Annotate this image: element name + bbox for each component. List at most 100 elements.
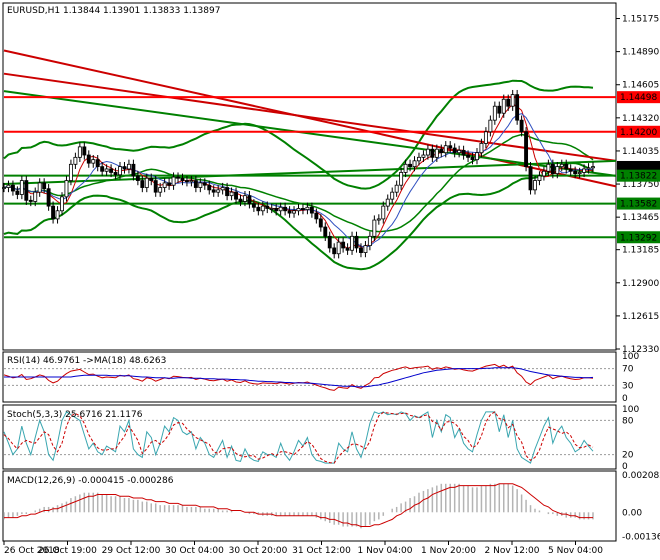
price-label-text: 1.14200 [620, 128, 657, 138]
candle-body [86, 154, 91, 164]
candle-body [73, 156, 78, 165]
price-panel-title: EURUSD,H1 1.13844 1.13901 1.13833 1.1389… [7, 6, 220, 16]
candle-body [243, 195, 247, 202]
candle-body [439, 148, 444, 154]
candle-body [546, 163, 551, 172]
price-tick-label: 1.14035 [622, 147, 659, 157]
candle-body [412, 160, 417, 168]
price-label-box [617, 91, 660, 104]
x-tick-label: 31 Oct 12:00 [292, 546, 351, 556]
candle-body [24, 180, 29, 201]
candle-body [46, 188, 51, 207]
candle-body [122, 166, 127, 170]
candle-body [91, 159, 96, 164]
macd-layer [3, 483, 594, 529]
candle-body [555, 166, 560, 174]
candle-body [274, 208, 279, 212]
candle-body [510, 94, 515, 107]
candle-body [225, 187, 230, 197]
candle-body [100, 166, 105, 172]
candle-body [470, 156, 475, 161]
candle-body [140, 180, 145, 188]
price-label-box [617, 231, 660, 244]
candle-body [131, 163, 136, 177]
candle-body [113, 172, 118, 176]
price-layer [2, 49, 617, 271]
candle-body [95, 159, 100, 168]
candle-body [332, 247, 337, 255]
candle-body [309, 206, 314, 214]
candle-body [425, 148, 430, 156]
x-tick-label: 1 Nov 04:00 [358, 546, 413, 556]
x-tick-label: 26 Oct 19:00 [38, 546, 97, 556]
candle-body [176, 176, 180, 179]
candle-body [202, 182, 207, 186]
rsi-panel-title: RSI(14) 46.9761 ->MA(18) 48.6263 [7, 356, 166, 366]
price-tick-label: 1.12615 [622, 312, 659, 322]
lower-band [3, 161, 594, 271]
candle-body [42, 182, 47, 190]
price-label-text: 1.13897 [620, 163, 657, 173]
price-tick-label: 1.13750 [622, 180, 659, 190]
candle-body [515, 94, 520, 121]
candle-body [247, 195, 252, 205]
candle-body [28, 199, 33, 202]
candle-body [51, 205, 56, 220]
candle-body [269, 208, 274, 210]
candle-body [350, 235, 354, 251]
trend-line-3 [3, 159, 617, 186]
candle-body [216, 189, 221, 193]
price-tick-label: 1.13185 [622, 246, 659, 256]
candle-body [381, 205, 386, 220]
candle-body [33, 191, 38, 202]
candle-body [479, 142, 484, 154]
candle-body [314, 212, 319, 220]
candle-body [60, 196, 64, 212]
stoch-tick-label: 0 [622, 462, 628, 472]
candle-body [452, 147, 457, 154]
candle-body [211, 189, 216, 193]
stoch-tick-label: 20 [622, 451, 634, 461]
candle-body [336, 241, 341, 255]
candle-body [265, 205, 270, 209]
candle-body [153, 180, 158, 193]
price-tick-label: 1.15175 [622, 15, 659, 25]
candle-body [109, 168, 114, 173]
candle-body [193, 180, 198, 188]
candle-body [327, 235, 332, 249]
candle-body [287, 210, 292, 214]
candle-body [457, 149, 462, 154]
candle-body [126, 163, 131, 170]
candle-body [167, 182, 172, 186]
candle-body [305, 206, 310, 211]
candle-body [149, 177, 154, 181]
candle-body [64, 180, 69, 198]
candle-body [394, 184, 399, 193]
rsi-tick-label: 100 [622, 352, 639, 362]
candle-body [104, 168, 109, 172]
candle-body [6, 184, 11, 188]
candle-body [251, 203, 256, 208]
candle-body [390, 191, 395, 200]
candle-body [162, 182, 167, 188]
macd-tick-label: 0.002082 [622, 471, 660, 481]
price-tick-label: 1.14605 [622, 81, 659, 91]
candle-body [323, 226, 328, 237]
trend-line-2 [3, 90, 617, 177]
candle-body [466, 154, 471, 158]
candle-body [550, 163, 555, 174]
candle-body [292, 210, 296, 214]
candle-body [341, 241, 346, 249]
candle-body [180, 177, 185, 181]
candle-body [37, 182, 42, 193]
candle-body [501, 98, 506, 114]
candle-body [568, 168, 573, 172]
macd-panel-title: MACD(12,26,9) -0.000415 -0.000286 [7, 476, 174, 486]
candle-body [189, 180, 194, 183]
candle-body [118, 166, 122, 176]
candle-body [55, 210, 60, 220]
candle-body [220, 187, 225, 191]
candle-body [376, 218, 381, 221]
rsi-layer [3, 363, 615, 391]
